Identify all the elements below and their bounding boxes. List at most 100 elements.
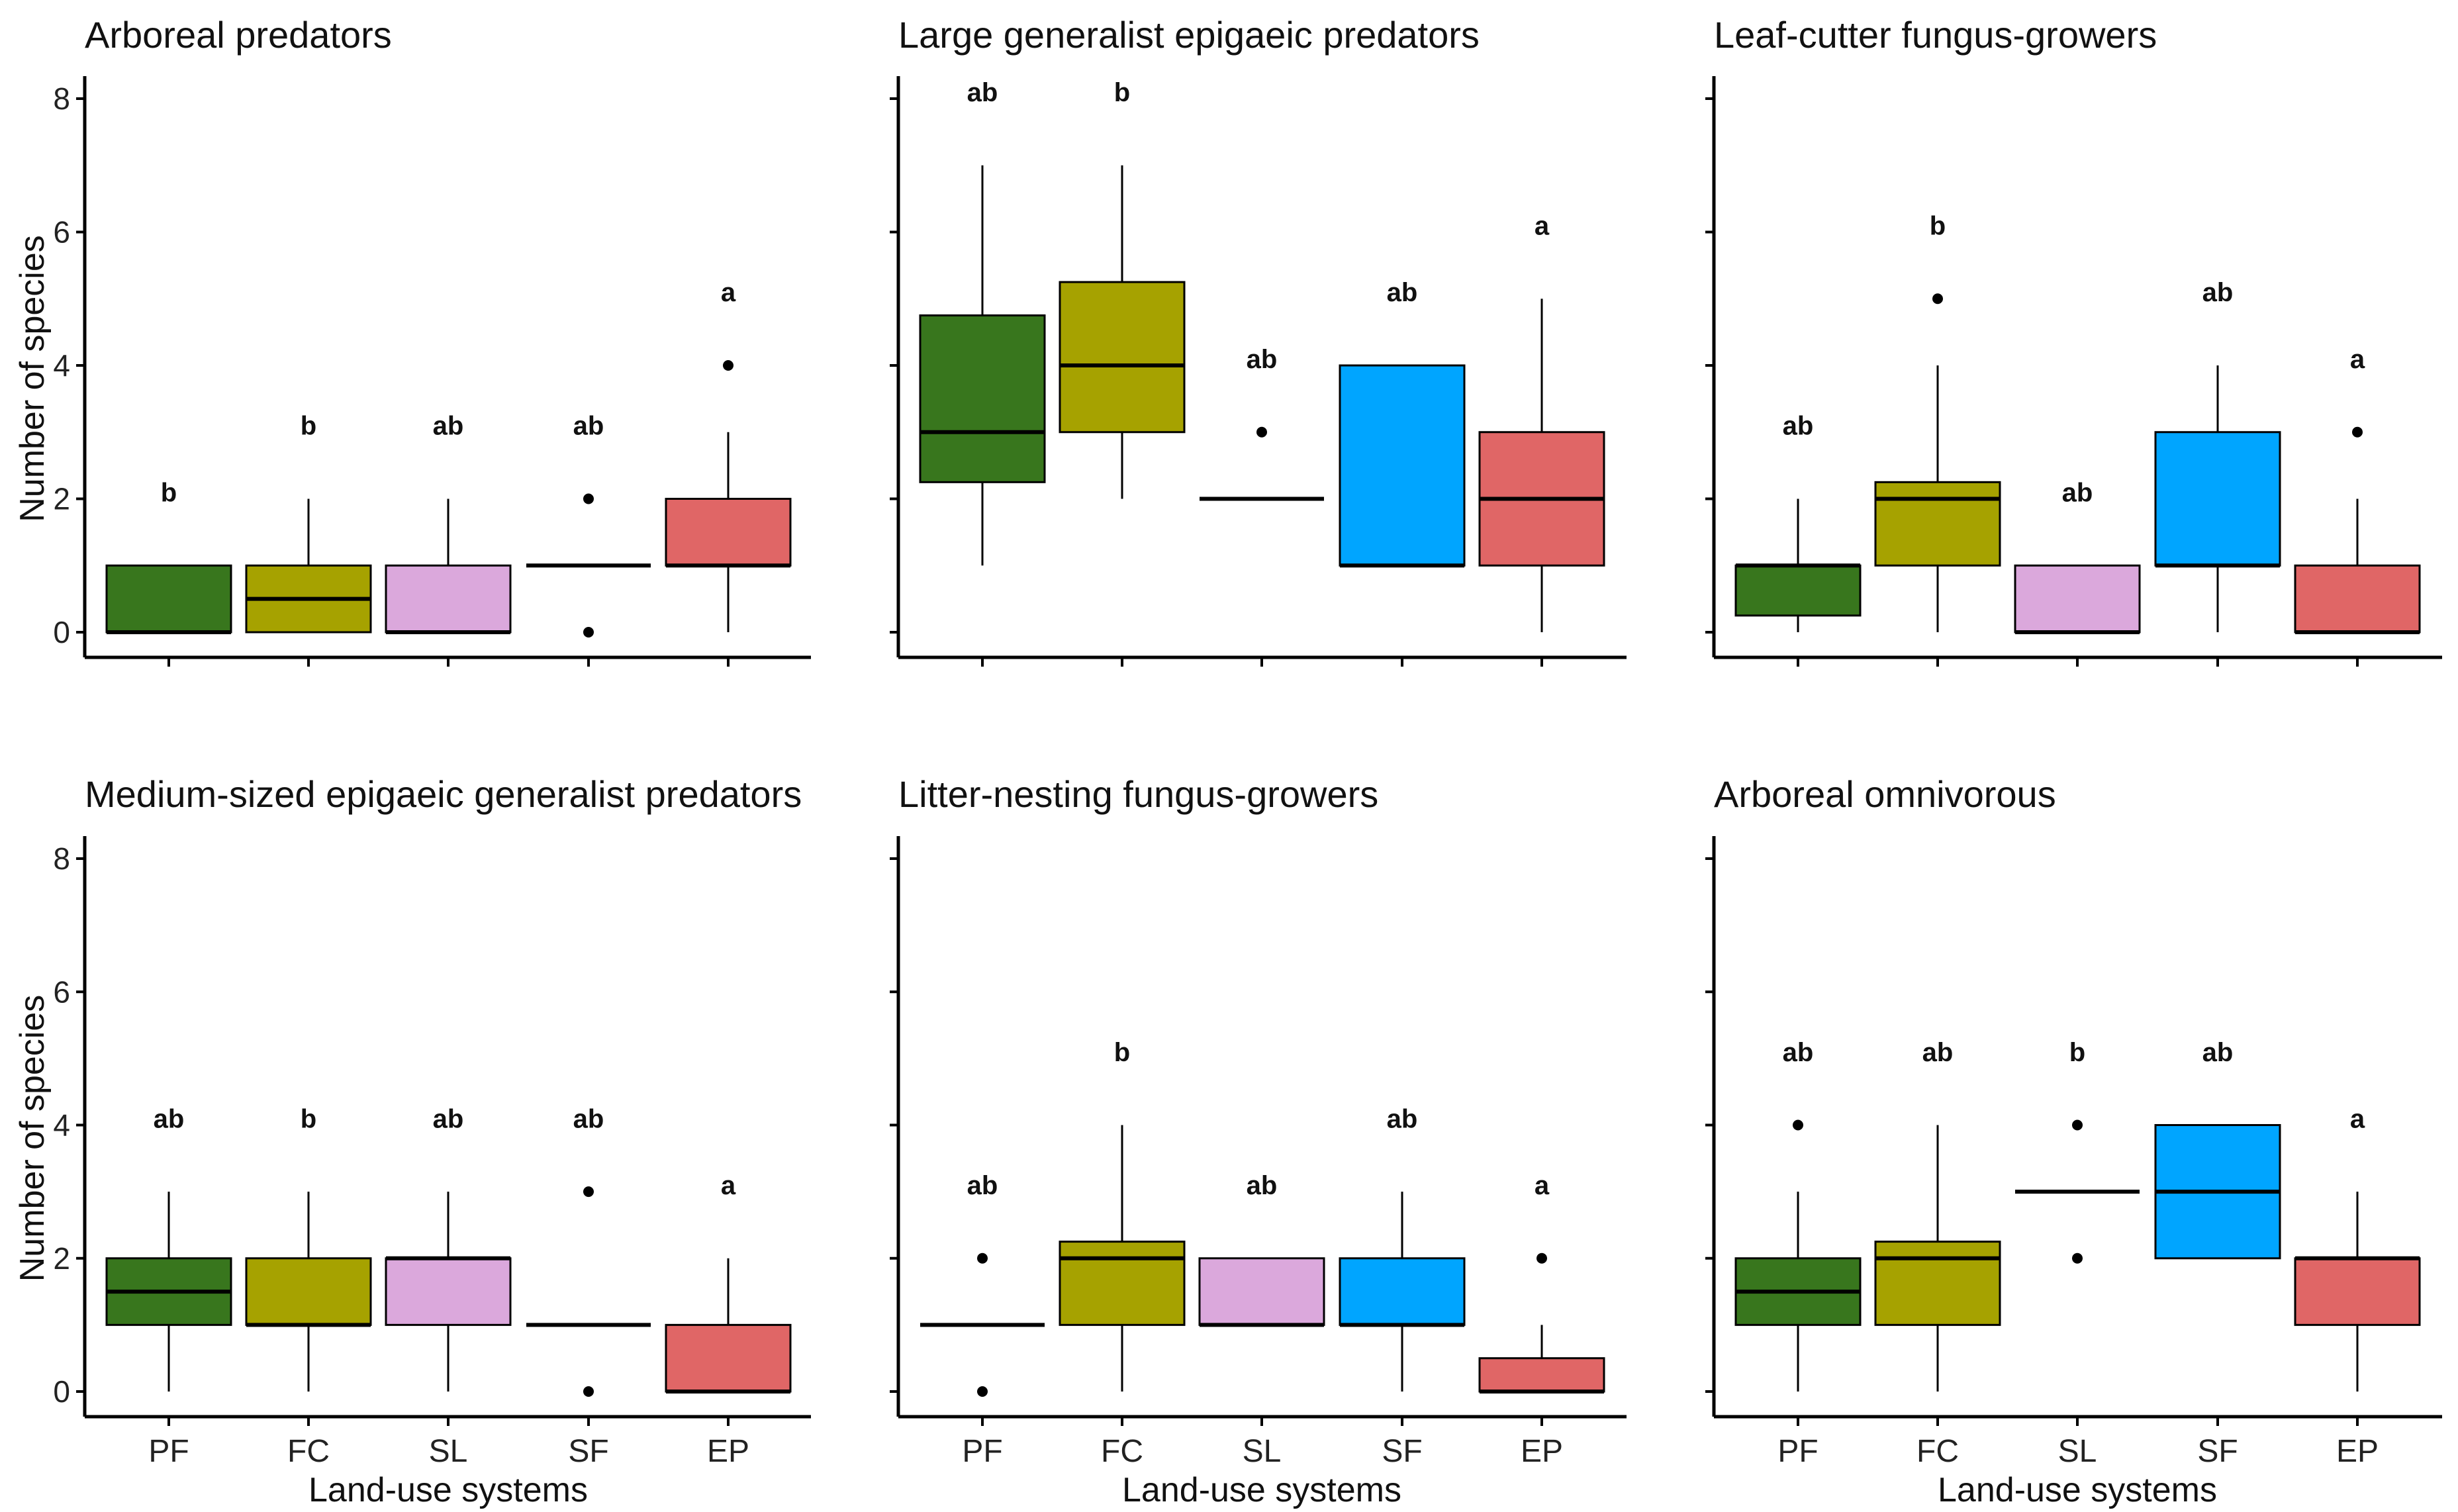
x-tick-label: SL (429, 1434, 468, 1469)
significance-letter: a (2350, 345, 2365, 374)
panel-2: Large generalist epigaeic predators ab b ab… (890, 14, 1627, 667)
y-tick-label: 2 (53, 1241, 70, 1276)
x-tick-label: EP (707, 1434, 749, 1469)
box-iqr (105, 564, 232, 634)
y-tick-label: 0 (53, 1374, 70, 1409)
significance-letter: ab (2202, 278, 2234, 307)
significance-letter: b (1114, 1038, 1130, 1067)
y-tick-label: 8 (53, 81, 70, 116)
significance-letter: ab (433, 1104, 464, 1133)
box-SF: ab (2154, 278, 2281, 632)
significance-letter: ab (1247, 345, 1278, 374)
box-SL: ab (1200, 345, 1324, 501)
significance-letter: a (2350, 1104, 2365, 1133)
panel-1: Arboreal predators 0 2 4 6 8 Number of species… (13, 14, 811, 667)
outlier-point (1536, 1252, 1547, 1264)
box-EP: a (665, 278, 792, 632)
box-FC: b (1874, 211, 2001, 632)
x-tick-label: EP (2336, 1434, 2379, 1469)
box-iqr (1198, 1257, 1325, 1326)
box-SL: ab (385, 412, 512, 634)
x-tick-label: FC (1916, 1434, 1959, 1469)
outlier-point (2072, 1252, 2083, 1264)
box-EP: a (2294, 1104, 2421, 1392)
outlier-point (2072, 1119, 2083, 1131)
significance-letter: ab (2202, 1038, 2234, 1067)
y-axis-title: Number of species (13, 995, 52, 1282)
x-tick-label: SF (1382, 1434, 1422, 1469)
y-tick-label: 2 (53, 482, 70, 516)
significance-letter: ab (433, 412, 464, 441)
box-iqr (2294, 564, 2421, 634)
box-iqr (665, 1323, 792, 1393)
outlier-point (583, 493, 594, 504)
x-tick-label: FC (287, 1434, 330, 1469)
significance-letter: ab (967, 1171, 998, 1200)
significance-letter: b (301, 1104, 316, 1133)
box-PF: ab (105, 1104, 232, 1392)
box-iqr (1478, 1357, 1605, 1393)
box-PF: ab (1734, 1038, 1862, 1392)
significance-letter: b (161, 478, 177, 507)
outlier-point (583, 1186, 594, 1198)
y-tick-label: 4 (53, 1108, 70, 1143)
box-iqr (665, 498, 792, 567)
box-iqr (385, 1257, 512, 1326)
box-SF: ab (526, 1104, 651, 1397)
x-tick-label: SL (1243, 1434, 1282, 1469)
box-EP: a (1478, 1171, 1605, 1394)
box-FC: b (1059, 1038, 1186, 1392)
box-PF: ab (920, 1171, 1045, 1397)
panel-5: Litter-nesting fungus-growers PF FC SL SF EP L… (890, 773, 1627, 1509)
panel-title: Litter-nesting fungus-growers (898, 773, 1378, 815)
box-iqr (245, 1257, 372, 1326)
x-axis-title: Land-use systems (1938, 1471, 2217, 1509)
outlier-point (977, 1252, 988, 1264)
box-FC: b (1059, 78, 1186, 499)
significance-letter: b (1930, 211, 1946, 240)
box-SF: ab (526, 412, 651, 638)
box-iqr (1339, 364, 1466, 567)
panel-3: Leaf-cutter fungus-growers ab b ab ab a (1705, 14, 2442, 667)
significance-letter: ab (154, 1104, 185, 1133)
outlier-point (1256, 426, 1267, 438)
x-axis-title: Land-use systems (1122, 1471, 1401, 1509)
panel-6: Arboreal omnivorous PF FC SL SF EP Land-use sy… (1705, 773, 2442, 1509)
outlier-point (583, 627, 594, 638)
y-tick-label: 8 (53, 841, 70, 876)
y-tick-label: 6 (53, 215, 70, 250)
panel-title: Arboreal predators (85, 14, 392, 56)
box-SL: ab (2014, 478, 2141, 634)
panel-title: Leaf-cutter fungus-growers (1714, 14, 2157, 56)
significance-letter: ab (1387, 1104, 1418, 1133)
x-tick-label: PF (1777, 1434, 1818, 1469)
y-tick-label: 6 (53, 974, 70, 1009)
box-iqr (1734, 564, 1862, 617)
x-tick-label: SL (2058, 1434, 2097, 1469)
y-axis-title: Number of species (13, 235, 52, 522)
box-iqr (1874, 481, 2001, 567)
x-tick-label: FC (1101, 1434, 1143, 1469)
significance-letter: ab (2062, 478, 2093, 507)
box-iqr (2294, 1257, 2421, 1326)
box-PF: ab (1734, 412, 1862, 632)
outlier-point (977, 1386, 988, 1397)
significance-letter: ab (1783, 1038, 1814, 1067)
x-axis-title: Land-use systems (308, 1471, 588, 1509)
significance-letter: ab (1247, 1171, 1278, 1200)
box-iqr (919, 314, 1046, 483)
box-FC: ab (1874, 1038, 2001, 1392)
box-iqr (385, 564, 512, 634)
x-tick-label: PF (148, 1434, 189, 1469)
y-tick-label: 0 (53, 615, 70, 649)
significance-letter: a (721, 1171, 736, 1200)
box-PF: ab (919, 78, 1046, 566)
panel-title: Arboreal omnivorous (1714, 773, 2056, 815)
box-SL: ab (1198, 1171, 1325, 1327)
outlier-point (1932, 293, 1943, 305)
significance-letter: ab (573, 412, 604, 441)
box-SF: ab (2154, 1038, 2281, 1260)
box-FC: b (245, 412, 372, 634)
box-EP: a (2294, 345, 2421, 634)
